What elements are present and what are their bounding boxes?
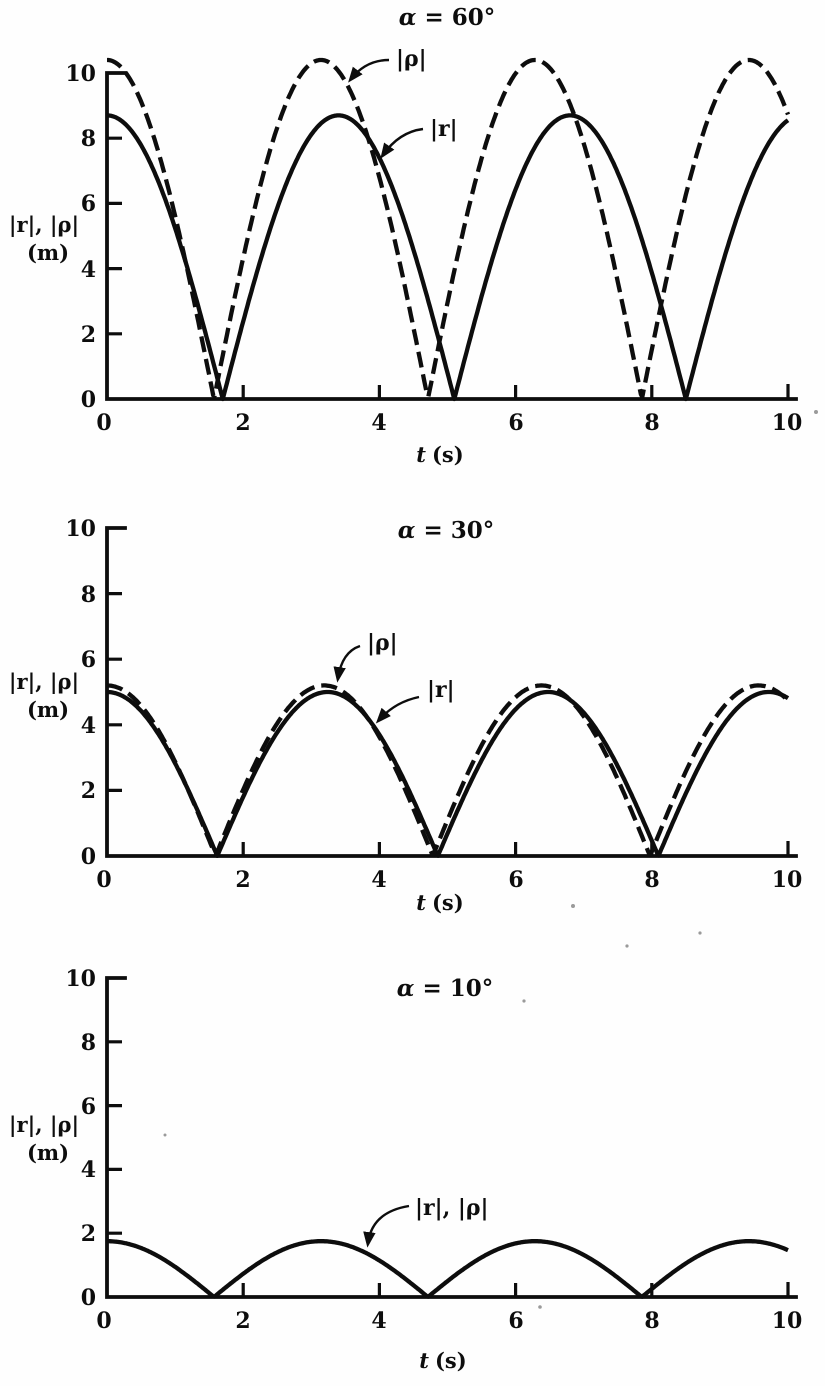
chart2-r-annotation-arrow <box>375 695 420 724</box>
scan-speckle <box>698 931 702 935</box>
scan-speckles <box>163 410 818 1309</box>
chart1-x-axis-label: t (s) <box>416 442 463 467</box>
y-tick-label: 6 <box>81 191 96 217</box>
x-tick-label: 4 <box>371 867 386 893</box>
x-tick-label: 8 <box>644 410 659 436</box>
chart2-tick-marks <box>107 592 790 856</box>
chart3-curve-r-rho-coincident <box>106 1239 789 1299</box>
chart2-x-axis-label: t (s) <box>416 890 463 915</box>
x-tick-label: 2 <box>235 867 250 893</box>
chart3-x-axis-label: t (s) <box>419 1348 466 1373</box>
chart-alpha-60: α = 60° 10 8 6 4 2 0 0 2 4 6 8 10 |r|, |ρ… <box>9 4 802 467</box>
chart3-tick-marks <box>107 1040 790 1297</box>
scan-speckle <box>538 1305 542 1309</box>
chart1-rho-annotation-arrow <box>348 58 390 83</box>
x-tick-label: 6 <box>508 1308 523 1334</box>
chart2-curve-rho-dashed <box>106 683 790 858</box>
chart2-y-axis-label: |r|, |ρ| <box>9 669 79 694</box>
y-tick-label: 0 <box>81 844 96 870</box>
y-tick-label: 0 <box>81 1285 96 1311</box>
x-tick-label: 8 <box>644 867 659 893</box>
chart-alpha-10: α = 10° 10 8 6 4 2 0 0 2 4 6 8 10 |r|, |ρ… <box>9 966 802 1373</box>
chart3-title: α = 10° <box>397 975 494 1002</box>
y-tick-label: 8 <box>81 1030 96 1056</box>
chart3-y-axis-label-units: (m) <box>27 1140 69 1165</box>
chart3-axes <box>105 976 798 1299</box>
scan-speckle <box>814 410 818 414</box>
scan-speckle <box>163 1133 167 1137</box>
x-tick-label: 4 <box>371 410 386 436</box>
y-tick-label: 10 <box>65 516 96 542</box>
chart1-y-axis-label: |r|, |ρ| <box>9 212 79 237</box>
chart1-tick-marks <box>107 136 790 399</box>
y-tick-label: 8 <box>81 582 96 608</box>
y-tick-label: 4 <box>81 257 96 283</box>
y-tick-label: 2 <box>81 778 96 804</box>
y-tick-label: 2 <box>81 322 96 348</box>
x-tick-label: 10 <box>772 867 803 893</box>
chart3-annotation-arrow <box>363 1204 410 1248</box>
x-tick-label: 0 <box>96 1308 111 1334</box>
chart2-rho-annotation-label: |ρ| <box>367 630 398 656</box>
x-tick-label: 6 <box>508 410 523 436</box>
chart1-y-axis-label-units: (m) <box>27 240 69 265</box>
x-tick-label: 0 <box>96 410 111 436</box>
x-tick-label: 8 <box>644 1308 659 1334</box>
x-tick-label: 2 <box>235 1308 250 1334</box>
chart1-title: α = 60° <box>399 4 496 31</box>
chart2-r-annotation-label: |r| <box>427 677 455 703</box>
chart3-annotation-label: |r|, |ρ| <box>415 1195 489 1221</box>
y-tick-label: 4 <box>81 1157 96 1183</box>
chart2-title: α = 30° <box>398 517 495 544</box>
y-tick-label: 0 <box>81 387 96 413</box>
scan-speckle <box>571 904 575 908</box>
x-tick-label: 4 <box>371 1308 386 1334</box>
chart1-curve-rho-dashed <box>106 57 791 400</box>
chart1-r-annotation-label: |r| <box>430 116 458 142</box>
y-tick-label: 6 <box>81 647 96 673</box>
chart1-r-annotation-arrow <box>380 127 424 159</box>
chart1-axes <box>105 71 798 401</box>
scan-speckle <box>625 944 629 948</box>
x-tick-label: 10 <box>772 410 803 436</box>
y-tick-label: 6 <box>81 1094 96 1120</box>
y-tick-label: 10 <box>65 61 96 87</box>
scan-speckle <box>522 999 526 1003</box>
x-tick-label: 2 <box>235 410 250 436</box>
chart1-rho-annotation-label: |ρ| <box>396 46 427 72</box>
chart3-y-axis-label: |r|, |ρ| <box>9 1112 79 1137</box>
x-tick-label: 10 <box>772 1308 803 1334</box>
chart1-curve-r-solid <box>106 113 790 402</box>
chart2-y-axis-label-units: (m) <box>27 697 69 722</box>
y-tick-label: 2 <box>81 1221 96 1247</box>
chart2-rho-annotation-arrow <box>333 644 361 683</box>
x-tick-label: 0 <box>96 867 111 893</box>
y-tick-label: 8 <box>81 126 96 152</box>
y-tick-label: 4 <box>81 713 96 739</box>
x-tick-label: 6 <box>508 867 523 893</box>
chart-alpha-30: α = 30° 10 8 6 4 2 0 0 2 4 6 8 10 |r|, |ρ… <box>9 516 802 915</box>
y-tick-label: 10 <box>65 966 96 992</box>
